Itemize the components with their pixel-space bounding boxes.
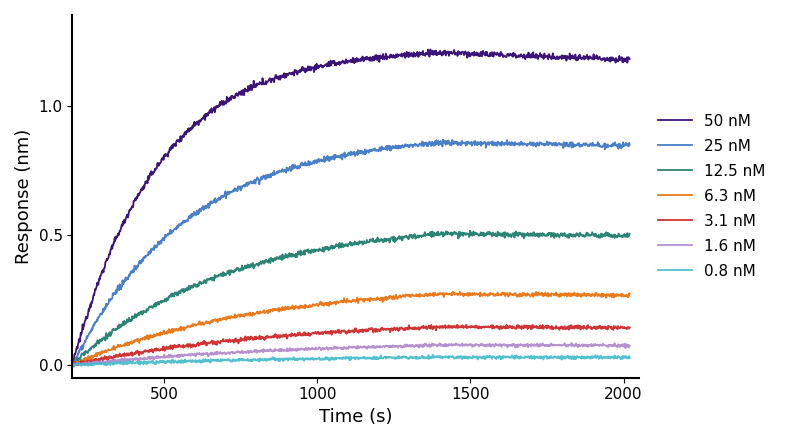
25 nM bbox=[438, 137, 448, 142]
3.1 nM bbox=[360, 328, 369, 333]
12.5 nM bbox=[371, 239, 381, 245]
1.6 nM bbox=[71, 363, 80, 368]
6.3 nM bbox=[455, 289, 464, 294]
50 nM bbox=[309, 67, 318, 72]
50 nM bbox=[68, 363, 77, 368]
Line: 12.5 nM: 12.5 nM bbox=[72, 231, 630, 364]
3.1 nM bbox=[461, 322, 471, 327]
50 nM bbox=[161, 152, 171, 157]
6.3 nM bbox=[68, 364, 78, 370]
50 nM bbox=[371, 52, 381, 58]
12.5 nM bbox=[360, 240, 370, 246]
50 nM bbox=[360, 56, 369, 62]
1.6 nM bbox=[256, 349, 265, 354]
50 nM bbox=[255, 79, 264, 85]
1.6 nM bbox=[625, 343, 634, 348]
0.8 nM bbox=[256, 358, 265, 363]
0.8 nM bbox=[625, 355, 634, 360]
12.5 nM bbox=[256, 261, 265, 266]
6.3 nM bbox=[360, 296, 370, 302]
12.5 nM bbox=[309, 247, 319, 252]
1.6 nM bbox=[162, 354, 172, 359]
25 nM bbox=[309, 158, 318, 164]
0.8 nM bbox=[68, 362, 77, 367]
Line: 0.8 nM: 0.8 nM bbox=[72, 355, 630, 367]
25 nM bbox=[255, 179, 264, 184]
12.5 nM bbox=[68, 361, 77, 366]
0.8 nM bbox=[371, 355, 381, 360]
1.6 nM bbox=[360, 344, 370, 349]
6.3 nM bbox=[371, 297, 381, 303]
X-axis label: Time (s): Time (s) bbox=[319, 408, 393, 426]
Legend: 50 nM, 25 nM, 12.5 nM, 6.3 nM, 3.1 nM, 1.6 nM, 0.8 nM: 50 nM, 25 nM, 12.5 nM, 6.3 nM, 3.1 nM, 1… bbox=[652, 108, 771, 285]
25 nM bbox=[142, 253, 151, 258]
3.1 nM bbox=[161, 345, 171, 351]
25 nM bbox=[360, 152, 369, 157]
25 nM bbox=[371, 148, 381, 153]
3.1 nM bbox=[142, 348, 151, 354]
3.1 nM bbox=[255, 333, 264, 338]
50 nM bbox=[142, 180, 151, 186]
0.8 nM bbox=[428, 352, 438, 357]
1.6 nM bbox=[371, 345, 381, 350]
3.1 nM bbox=[625, 325, 634, 330]
6.3 nM bbox=[68, 359, 77, 364]
1.6 nM bbox=[567, 340, 576, 346]
6.3 nM bbox=[162, 329, 172, 335]
12.5 nM bbox=[625, 231, 634, 236]
Line: 1.6 nM: 1.6 nM bbox=[72, 343, 630, 365]
Y-axis label: Response (nm): Response (nm) bbox=[15, 129, 33, 264]
Line: 50 nM: 50 nM bbox=[72, 49, 630, 365]
Line: 6.3 nM: 6.3 nM bbox=[72, 292, 630, 367]
0.8 nM bbox=[142, 359, 151, 364]
3.1 nM bbox=[68, 363, 77, 369]
25 nM bbox=[161, 234, 171, 239]
1.6 nM bbox=[142, 356, 151, 362]
25 nM bbox=[68, 362, 77, 367]
0.8 nM bbox=[360, 356, 370, 361]
12.5 nM bbox=[71, 362, 80, 367]
3.1 nM bbox=[371, 326, 381, 332]
Line: 25 nM: 25 nM bbox=[72, 140, 630, 364]
6.3 nM bbox=[142, 335, 151, 340]
50 nM bbox=[426, 47, 435, 52]
3.1 nM bbox=[309, 330, 318, 336]
0.8 nM bbox=[69, 364, 79, 370]
Line: 3.1 nM: 3.1 nM bbox=[72, 325, 630, 366]
12.5 nM bbox=[162, 299, 172, 304]
1.6 nM bbox=[309, 346, 319, 351]
12.5 nM bbox=[142, 306, 151, 312]
0.8 nM bbox=[309, 356, 319, 361]
12.5 nM bbox=[465, 228, 475, 233]
1.6 nM bbox=[68, 361, 77, 366]
6.3 nM bbox=[625, 291, 634, 296]
6.3 nM bbox=[256, 309, 265, 314]
50 nM bbox=[625, 56, 634, 62]
25 nM bbox=[625, 142, 634, 147]
6.3 nM bbox=[309, 303, 319, 308]
0.8 nM bbox=[162, 359, 172, 364]
